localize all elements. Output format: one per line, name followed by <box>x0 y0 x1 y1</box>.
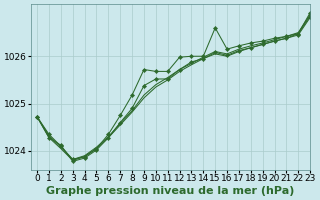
X-axis label: Graphe pression niveau de la mer (hPa): Graphe pression niveau de la mer (hPa) <box>46 186 295 196</box>
